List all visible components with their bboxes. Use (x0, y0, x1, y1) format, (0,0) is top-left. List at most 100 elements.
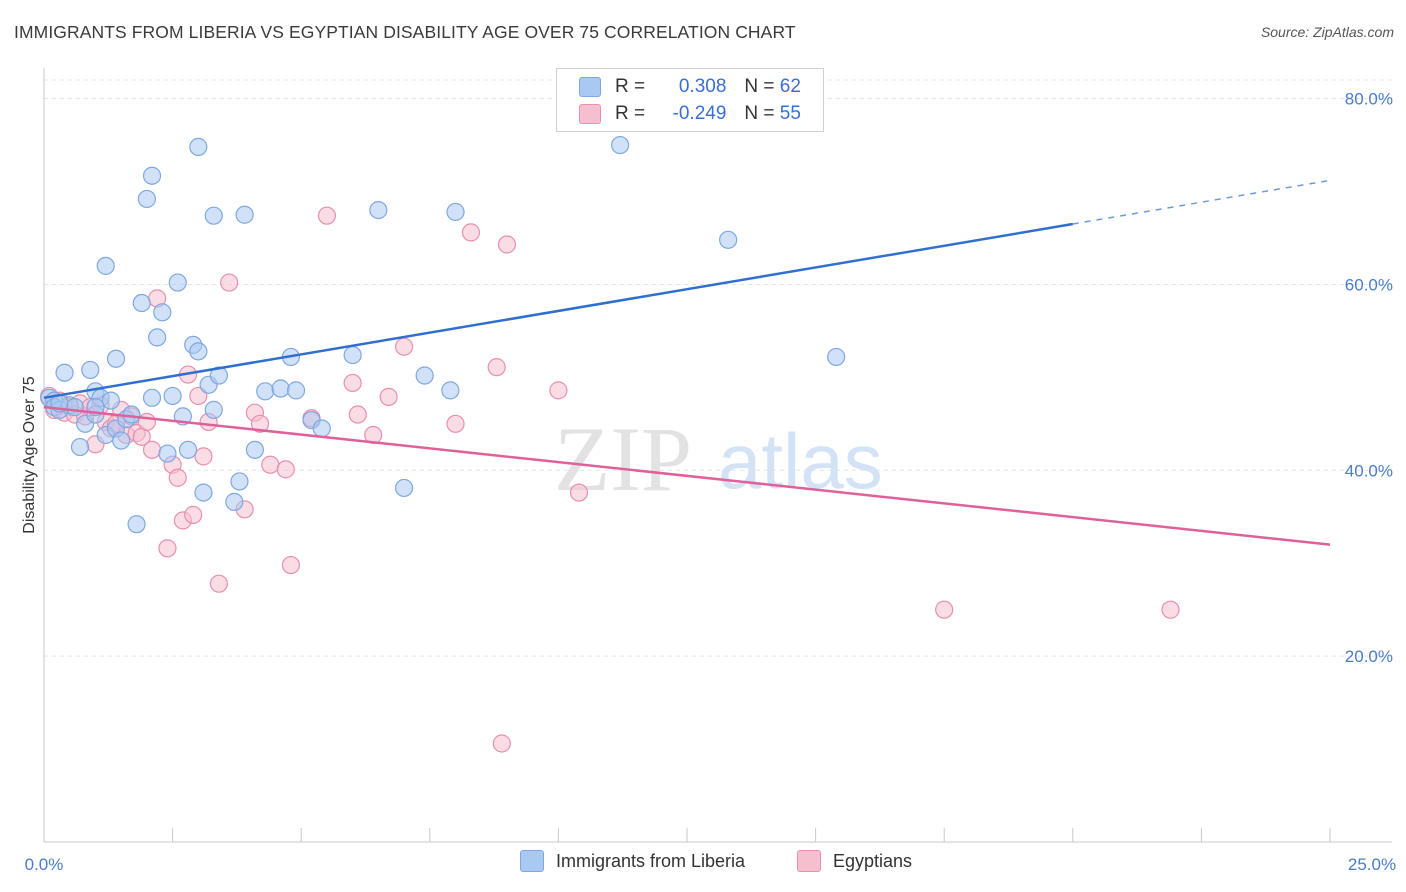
data-point (415, 366, 434, 385)
data-point (487, 358, 506, 377)
data-point (194, 483, 213, 502)
data-point (112, 431, 131, 450)
data-point (317, 206, 337, 225)
data-point (549, 381, 568, 400)
data-point (153, 303, 172, 322)
data-point (122, 405, 141, 424)
watermark-atlas: atlas (718, 417, 883, 505)
legend-n-value: 55 (779, 103, 801, 124)
data-point (312, 419, 331, 438)
data-point (189, 386, 208, 406)
egyptians-trend-line (43, 405, 1331, 546)
data-point (189, 342, 208, 361)
data-point (194, 447, 213, 466)
data-point (204, 206, 223, 225)
data-point (137, 412, 156, 432)
liberia-trend-line (43, 222, 1074, 400)
legend-swatch-pink (797, 850, 821, 872)
data-point (343, 345, 362, 365)
data-point (132, 293, 151, 313)
y-tick-label: 40.0% (1345, 461, 1393, 480)
y-tick-label: 60.0% (1345, 275, 1393, 294)
data-point (446, 202, 465, 222)
liberia-points (40, 135, 846, 534)
data-point (225, 492, 244, 511)
trend-lines (43, 179, 1331, 546)
data-point (106, 349, 126, 368)
stats-legend: R = 0.308 N = 62 R = -0.249 N = 55 (556, 68, 824, 132)
data-point (286, 381, 306, 400)
data-point (178, 440, 198, 459)
data-point (281, 555, 301, 575)
data-point (70, 437, 90, 457)
data-point (271, 379, 290, 398)
data-point (461, 223, 481, 242)
legend-item-liberia: Immigrants from Liberia (520, 850, 745, 872)
data-point (441, 381, 460, 400)
legend-n-label: N = (744, 103, 775, 124)
data-point (497, 235, 517, 254)
data-point (343, 373, 362, 393)
data-point (394, 478, 414, 498)
data-point (81, 360, 100, 380)
chart-title: IMMIGRANTS FROM LIBERIA VS EGYPTIAN DISA… (14, 22, 796, 42)
x-tick-left: 0.0% (25, 855, 64, 874)
data-point (369, 200, 388, 220)
legend-r-label: R = (615, 103, 646, 124)
data-point (158, 539, 177, 558)
legend-swatch-pink (579, 104, 601, 124)
y-tick-label: 20.0% (1345, 647, 1393, 666)
data-point (235, 205, 254, 224)
series-legend: Immigrants from Liberia Egyptians (0, 850, 1406, 880)
data-point (220, 273, 239, 292)
data-point (158, 444, 177, 463)
data-point (148, 328, 167, 347)
data-point (137, 189, 156, 209)
data-point (142, 440, 162, 459)
data-point (230, 472, 249, 491)
data-point (827, 347, 846, 367)
data-point (55, 363, 74, 382)
data-point (168, 273, 187, 292)
legend-label-liberia: Immigrants from Liberia (556, 850, 746, 871)
data-point (261, 455, 280, 474)
data-point (204, 400, 223, 419)
x-tick-right: 25.0% (1348, 855, 1396, 874)
source-label: Source: ZipAtlas.com (1260, 24, 1394, 40)
data-point (168, 468, 187, 487)
legend-swatch-blue (520, 850, 544, 872)
data-point (189, 137, 208, 157)
data-point (379, 387, 398, 406)
y-tick-label: 80.0% (1345, 90, 1393, 109)
data-point (492, 734, 511, 753)
data-point (611, 135, 630, 155)
data-point (96, 256, 115, 275)
grid-lines (44, 79, 1392, 657)
data-point (276, 460, 295, 479)
data-point (250, 414, 270, 433)
legend-n-value: 62 (779, 76, 801, 97)
y-axis-label: Disability Age Over 75 (21, 376, 38, 534)
legend-row-liberia: R = 0.308 N = 62 (579, 74, 801, 100)
data-point (209, 574, 228, 593)
data-point (935, 600, 954, 619)
data-point (1161, 600, 1180, 619)
data-point (142, 166, 162, 185)
legend-r-value: 0.308 (678, 76, 727, 97)
data-point (446, 414, 465, 433)
legend-r-value: -0.249 (672, 103, 727, 124)
data-point (184, 505, 203, 524)
legend-swatch-blue (579, 77, 601, 97)
legend-r-label: R = (615, 76, 646, 97)
data-point (245, 440, 265, 459)
data-point (348, 405, 367, 424)
data-point (142, 388, 162, 407)
liberia-trend-extension (1072, 179, 1331, 225)
data-point (65, 398, 84, 417)
legend-label-egyptians: Egyptians (833, 850, 913, 871)
y-tick-labels: 20.0% 40.0% 60.0% 80.0% (1345, 90, 1393, 667)
axes (43, 68, 1392, 843)
legend-item-egyptians: Egyptians (797, 850, 912, 872)
data-point (719, 230, 738, 249)
